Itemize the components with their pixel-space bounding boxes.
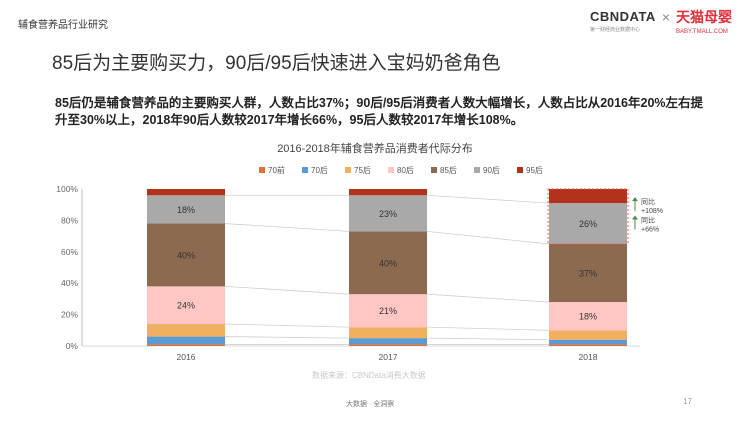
bar-segment xyxy=(147,223,225,287)
series-connector-line xyxy=(224,336,350,339)
logo-group: CBNDATA 第一财经商业数据中心 × 天猫母婴 BABY.TMALL.COM xyxy=(590,10,732,39)
series-connector-line xyxy=(426,337,550,341)
series-connector-line xyxy=(224,223,350,232)
bar-segment xyxy=(147,324,225,337)
data-label: 37% xyxy=(579,268,597,278)
y-tick-label: 100% xyxy=(56,184,78,194)
bar-segment xyxy=(349,327,427,339)
series-connector-line xyxy=(224,323,350,328)
section-label: 辅食营养品行业研究 xyxy=(18,20,108,31)
series-connector-line xyxy=(426,194,550,204)
data-label: 18% xyxy=(579,312,597,322)
growth-arrow-head xyxy=(632,215,638,220)
bar-segment xyxy=(349,231,427,295)
bar-segment xyxy=(147,286,225,325)
bar-segment xyxy=(147,336,225,345)
bar-segment xyxy=(549,330,627,340)
y-tick-label: 20% xyxy=(61,310,78,320)
page-number: 17 xyxy=(683,397,692,406)
series-connector-line xyxy=(224,285,350,295)
bar-segment xyxy=(349,294,427,328)
bar-segment xyxy=(349,195,427,232)
data-label: 18% xyxy=(177,205,195,215)
growth-annotation-value: +108% xyxy=(641,208,663,215)
y-tick-label: 40% xyxy=(61,278,78,288)
page-headline: 85后为主要购买力，90后/95后快速进入宝妈奶爸角色 xyxy=(52,53,501,74)
y-tick-label: 80% xyxy=(61,215,78,225)
growth-annotation-value: +66% xyxy=(641,227,659,234)
series-connector-line xyxy=(426,293,550,303)
legend-entry: 70前 xyxy=(268,165,285,175)
bar-segment xyxy=(549,243,627,303)
legend-entry: 95后 xyxy=(526,165,543,175)
x-tick-label: 2018 xyxy=(579,352,598,362)
x-tick-label: 2016 xyxy=(177,352,196,362)
cbndata-logo-subtitle: 第一财经商业数据中心 xyxy=(589,27,640,33)
bar-segment xyxy=(147,195,225,224)
legend-entry: 90后 xyxy=(483,165,500,175)
bar-segment xyxy=(349,344,427,346)
legend-swatch xyxy=(474,167,480,173)
bar-segment xyxy=(147,344,225,346)
growth-arrow-head xyxy=(632,197,638,202)
series-connector-line xyxy=(426,230,550,245)
legend-swatch xyxy=(517,167,523,173)
data-source-note: 数据来源：CBNData消费大数据 xyxy=(312,371,426,380)
data-label: 26% xyxy=(579,219,597,229)
legend-swatch xyxy=(388,167,394,173)
x-tick-label: 2017 xyxy=(379,352,398,362)
page-description: 85后仍是辅食营养品的主要购买人群，人数占比37%；90后/95后消费者人数大幅… xyxy=(55,96,704,127)
bar-segment xyxy=(549,189,627,204)
data-label: 23% xyxy=(379,209,397,219)
data-label: 40% xyxy=(379,258,397,268)
bar-segment xyxy=(147,189,225,196)
legend-entry: 85后 xyxy=(440,165,457,175)
data-label: 40% xyxy=(177,250,195,260)
legend-entry: 80后 xyxy=(397,165,414,175)
tmall-baby-logo-subtitle: BABY.TMALL.COM xyxy=(676,29,728,35)
legend-swatch xyxy=(302,167,308,173)
bar-segment xyxy=(349,338,427,345)
data-label: 21% xyxy=(379,306,397,316)
legend-swatch xyxy=(259,167,265,173)
tmall-baby-logo: 天猫母婴 BABY.TMALL.COM xyxy=(676,10,732,39)
growth-annotation-label: 同比 xyxy=(641,216,655,225)
y-tick-label: 0% xyxy=(66,341,79,351)
bar-segment xyxy=(349,189,427,196)
bar-segment xyxy=(549,344,627,346)
series-connector-line xyxy=(426,326,550,331)
cbndata-logo-text: CBNDATA xyxy=(589,9,656,24)
logo-cross-icon: × xyxy=(661,9,670,25)
legend-entry: 70后 xyxy=(311,165,328,175)
legend-swatch xyxy=(431,167,437,173)
legend-swatch xyxy=(345,167,351,173)
growth-annotation-label: 同比 xyxy=(641,197,655,206)
tmall-baby-logo-text: 天猫母婴 xyxy=(676,9,732,25)
chart-title: 2016-2018年辅食营养品消费者代际分布 xyxy=(277,143,473,155)
bar-segment xyxy=(549,302,627,331)
y-tick-label: 60% xyxy=(61,247,78,257)
highlight-box xyxy=(547,188,629,245)
data-label: 24% xyxy=(177,301,195,311)
footer-slogan: 大数据 · 全洞察 xyxy=(346,401,395,408)
cbndata-logo: CBNDATA 第一财经商业数据中心 xyxy=(590,10,656,37)
bar-segment xyxy=(549,339,627,345)
bar-segment xyxy=(549,203,627,244)
legend-entry: 75后 xyxy=(354,165,371,175)
